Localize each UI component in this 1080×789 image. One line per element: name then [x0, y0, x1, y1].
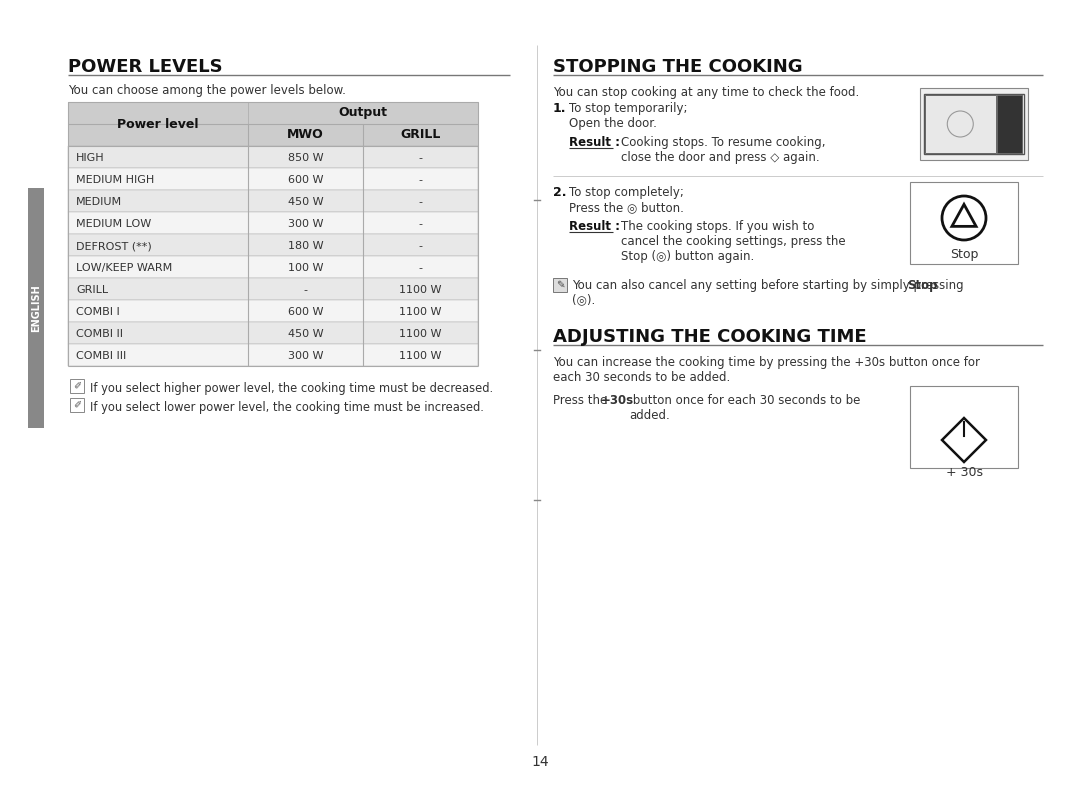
- Text: +30s: +30s: [600, 394, 634, 407]
- Text: ✐: ✐: [73, 381, 81, 391]
- Text: HIGH: HIGH: [76, 153, 105, 163]
- Bar: [68, 190, 478, 212]
- Bar: [68, 300, 478, 322]
- Text: POWER LEVELS: POWER LEVELS: [68, 58, 222, 76]
- Bar: [997, 95, 1022, 153]
- Text: 450 W: 450 W: [287, 197, 323, 207]
- Bar: [248, 124, 363, 146]
- Text: -: -: [419, 153, 422, 163]
- Text: -: -: [419, 219, 422, 229]
- Text: ADJUSTING THE COOKING TIME: ADJUSTING THE COOKING TIME: [553, 328, 866, 346]
- Text: (◎).: (◎).: [572, 293, 595, 306]
- Bar: [70, 398, 84, 412]
- Text: button once for each 30 seconds to be
added.: button once for each 30 seconds to be ad…: [629, 394, 861, 422]
- Text: 1100 W: 1100 W: [400, 329, 442, 339]
- Text: You can stop cooking at any time to check the food.: You can stop cooking at any time to chec…: [553, 86, 860, 99]
- Bar: [920, 88, 1028, 160]
- Text: Result :: Result :: [569, 136, 620, 149]
- Bar: [68, 102, 248, 146]
- Text: COMBI II: COMBI II: [76, 329, 123, 339]
- Text: COMBI III: COMBI III: [76, 351, 126, 361]
- Bar: [68, 256, 478, 278]
- Text: You can choose among the power levels below.: You can choose among the power levels be…: [68, 84, 346, 97]
- Text: GRILL: GRILL: [76, 285, 108, 295]
- Bar: [68, 344, 478, 366]
- Bar: [924, 95, 996, 153]
- Text: ENGLISH: ENGLISH: [31, 284, 41, 332]
- Text: 600 W: 600 W: [287, 307, 323, 317]
- Text: 180 W: 180 W: [287, 241, 323, 251]
- Text: MWO: MWO: [287, 128, 324, 141]
- Bar: [28, 188, 44, 428]
- Bar: [363, 124, 478, 146]
- Text: 14: 14: [531, 755, 549, 769]
- Text: GRILL: GRILL: [401, 128, 441, 141]
- Text: COMBI I: COMBI I: [76, 307, 120, 317]
- Text: 2.: 2.: [553, 186, 567, 199]
- Text: Output: Output: [338, 106, 388, 119]
- Text: ✐: ✐: [73, 400, 81, 410]
- Text: -: -: [419, 175, 422, 185]
- Text: 850 W: 850 W: [287, 153, 323, 163]
- Text: 100 W: 100 W: [287, 263, 323, 273]
- Text: 450 W: 450 W: [287, 329, 323, 339]
- Text: Press the: Press the: [553, 394, 611, 407]
- Text: + 30s: + 30s: [945, 466, 983, 479]
- Bar: [910, 386, 1018, 468]
- Text: 300 W: 300 W: [287, 351, 323, 361]
- Text: 300 W: 300 W: [287, 219, 323, 229]
- Text: -: -: [303, 285, 308, 295]
- Text: MEDIUM HIGH: MEDIUM HIGH: [76, 175, 154, 185]
- Text: 1100 W: 1100 W: [400, 351, 442, 361]
- Bar: [68, 146, 478, 168]
- Text: Power level: Power level: [118, 118, 199, 130]
- Bar: [68, 212, 478, 234]
- Bar: [553, 278, 567, 292]
- Text: DEFROST (**): DEFROST (**): [76, 241, 152, 251]
- Text: MEDIUM LOW: MEDIUM LOW: [76, 219, 151, 229]
- Text: -: -: [419, 197, 422, 207]
- Bar: [68, 102, 478, 124]
- Bar: [924, 94, 1024, 154]
- Text: -: -: [419, 241, 422, 251]
- Text: If you select lower power level, the cooking time must be increased.: If you select lower power level, the coo…: [90, 401, 484, 414]
- Text: MEDIUM: MEDIUM: [76, 197, 122, 207]
- Text: LOW/KEEP WARM: LOW/KEEP WARM: [76, 263, 172, 273]
- Bar: [68, 168, 478, 190]
- Text: STOPPING THE COOKING: STOPPING THE COOKING: [553, 58, 802, 76]
- Text: Stop: Stop: [949, 248, 978, 261]
- Text: You can also cancel any setting before starting by simply pressing: You can also cancel any setting before s…: [572, 279, 968, 292]
- Text: Cooking stops. To resume cooking,
close the door and press ◇ again.: Cooking stops. To resume cooking, close …: [621, 136, 825, 164]
- Text: 600 W: 600 W: [287, 175, 323, 185]
- Text: 1100 W: 1100 W: [400, 307, 442, 317]
- Bar: [910, 182, 1018, 264]
- Text: -: -: [419, 263, 422, 273]
- Text: Result :: Result :: [569, 220, 620, 233]
- Text: 1100 W: 1100 W: [400, 285, 442, 295]
- Text: ✎: ✎: [555, 280, 565, 290]
- Text: Stop: Stop: [907, 279, 937, 292]
- Bar: [70, 379, 84, 393]
- Text: The cooking stops. If you wish to
cancel the cooking settings, press the
Stop (◎: The cooking stops. If you wish to cancel…: [621, 220, 846, 263]
- Text: To stop completely;
Press the ◎ button.: To stop completely; Press the ◎ button.: [569, 186, 684, 214]
- Bar: [68, 322, 478, 344]
- Text: If you select higher power level, the cooking time must be decreased.: If you select higher power level, the co…: [90, 382, 494, 395]
- Text: To stop temporarily;
Open the door.: To stop temporarily; Open the door.: [569, 102, 688, 130]
- Text: You can increase the cooking time by pressing the +30s button once for
each 30 s: You can increase the cooking time by pre…: [553, 356, 980, 384]
- Text: 1.: 1.: [553, 102, 567, 115]
- Bar: [68, 278, 478, 300]
- Bar: [68, 234, 478, 256]
